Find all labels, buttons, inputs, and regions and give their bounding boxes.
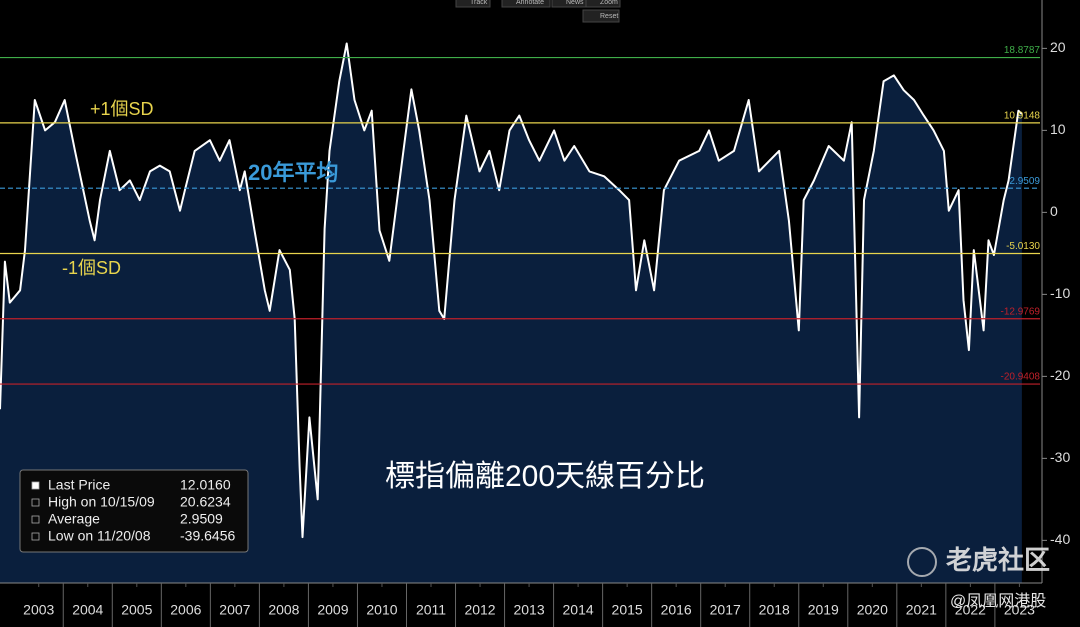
reference-label: 18.8787 [1004,45,1041,56]
toolbar-label[interactable]: Annotate [516,0,544,6]
reset-label[interactable]: Reset [600,13,618,20]
y-tick-label: -30 [1050,449,1070,465]
legend-icon [31,515,40,524]
legend-value: -39.6456 [180,528,235,544]
x-tick-label: 2009 [317,602,348,618]
x-tick-label: 2006 [170,602,201,618]
x-tick-label: 2015 [612,602,643,618]
legend-label: Last Price [48,477,110,493]
legend-label: Low on 11/20/08 [48,528,151,544]
x-tick-label: 2017 [710,602,741,618]
legend-icon [31,532,40,541]
watermark: 老虎社区 [946,545,1050,575]
reset-button[interactable] [582,9,620,23]
x-tick-label: 2007 [219,602,250,618]
x-tick-label: 2016 [661,602,692,618]
y-tick-label: -20 [1050,367,1070,383]
legend-value: 12.0160 [180,477,231,493]
x-tick-label: 2011 [416,602,446,618]
y-tick-label: -40 [1050,531,1070,547]
x-tick-label: 2021 [906,602,937,618]
watermark-logo [907,547,937,577]
reference-label: -12.9769 [1001,306,1041,317]
annotation: +1個SD [90,99,154,119]
annotation: -1個SD [62,258,121,278]
watermark: @凤凰网港股 [950,592,1046,610]
legend-value: 2.9509 [180,511,223,527]
toolbar-button[interactable] [455,0,491,8]
x-tick-label: 2019 [808,602,839,618]
x-tick-label: 2014 [563,602,594,618]
area-fill [0,43,1022,583]
x-tick-label: 2005 [121,602,152,618]
x-tick-label: 2020 [857,602,888,618]
reference-label: 10.9148 [1004,111,1041,122]
toolbar-button[interactable] [501,0,551,8]
legend-icon [31,481,40,490]
area-line [0,42,1023,539]
x-tick-label: 2012 [464,602,495,618]
annotation: 20年平均 [248,160,338,185]
x-tick-label: 2008 [268,602,299,618]
y-tick-label: 10 [1050,121,1066,137]
legend-icon [31,498,40,507]
toolbar-label[interactable]: Track [470,0,488,6]
x-tick-label: 2023 [1004,602,1035,618]
legend-box [19,469,249,553]
toolbar-button[interactable] [585,0,621,8]
legend-label: High on 10/15/09 [48,494,155,510]
x-tick-label: 2018 [759,602,790,618]
legend-label: Average [48,511,100,527]
y-tick-label: 20 [1050,39,1066,55]
x-tick-label: 2010 [366,602,397,618]
x-tick-label: 2022 [955,602,986,618]
x-axis-band [0,583,1080,627]
reference-label: 2.9509 [1009,176,1040,187]
toolbar-label[interactable]: Zoom [600,0,618,6]
x-tick-label: 2013 [513,602,544,618]
reference-label: -5.0130 [1006,241,1040,252]
y-tick-label: -10 [1050,285,1070,301]
x-tick-label: 2004 [72,602,103,618]
x-tick-label: 2003 [23,602,54,618]
reference-label: -20.9408 [1001,372,1041,383]
toolbar-label[interactable]: News [566,0,584,6]
y-tick-label: 0 [1050,203,1058,219]
legend-value: 20.6234 [180,494,231,510]
chart-title: 標指偏離200天線百分比 [385,460,705,493]
